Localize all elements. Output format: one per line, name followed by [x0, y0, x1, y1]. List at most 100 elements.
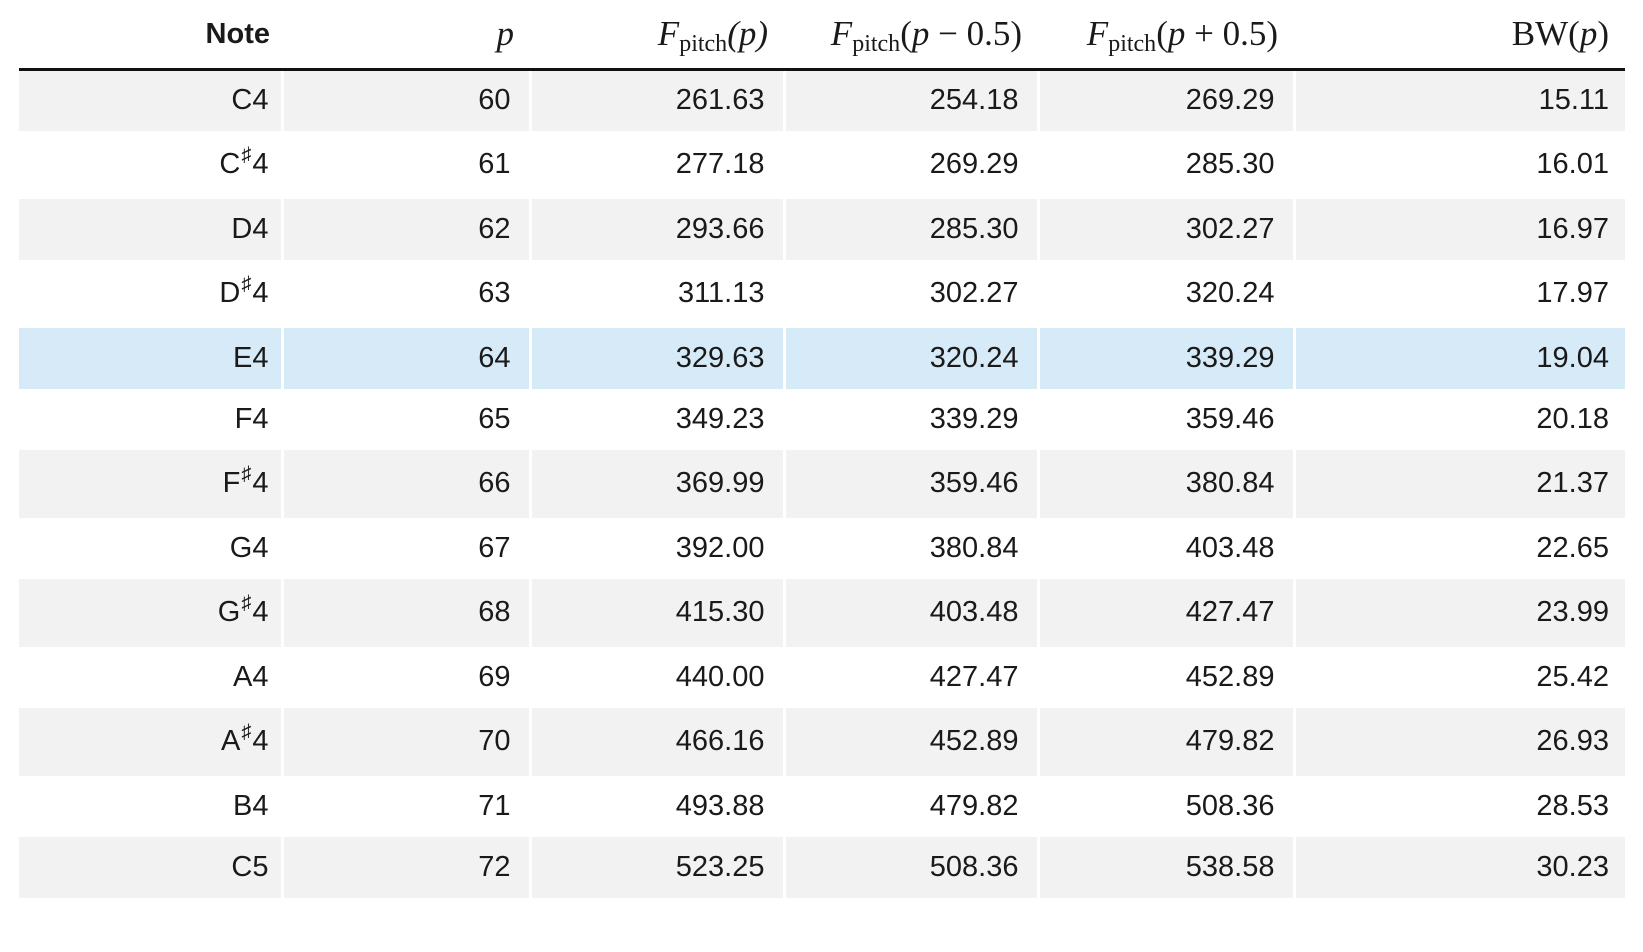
- cell-p: 65: [280, 388, 530, 450]
- cell-f-pitch-plus: 479.82: [1036, 707, 1294, 776]
- cell-f-pitch-minus: 508.36: [782, 836, 1038, 898]
- cell-p: 63: [280, 259, 530, 328]
- cell-f-pitch-minus: 403.48: [782, 578, 1038, 647]
- table-header: Note p Fpitch(p) Fpitch(p − 0.5) Fpitch(…: [19, 0, 1625, 71]
- cell-f-pitch-plus: 452.89: [1036, 646, 1294, 708]
- sharp-sign: ♯: [241, 463, 252, 485]
- cell-f-pitch: 493.88: [528, 775, 784, 837]
- note-letter: F: [234, 402, 253, 435]
- cell-f-pitch-minus: 479.82: [782, 775, 1038, 837]
- header-f-pitch-p: Fpitch(p): [530, 0, 784, 71]
- table-row: B4 71 493.88 479.82 508.36 28.53: [19, 775, 1625, 837]
- cell-f-pitch: 349.23: [528, 388, 784, 450]
- cell-bandwidth: 21.37: [1292, 449, 1625, 518]
- cell-bandwidth: 19.04: [1292, 327, 1625, 389]
- cell-bandwidth: 16.01: [1292, 130, 1625, 199]
- cell-f-pitch-plus: 359.46: [1036, 388, 1294, 450]
- cell-f-pitch: 466.16: [528, 707, 784, 776]
- note-octave: 4: [252, 84, 269, 117]
- note-letter: A: [233, 660, 253, 693]
- cell-p: 72: [280, 836, 530, 898]
- header-bandwidth: BW(p): [1294, 0, 1625, 71]
- cell-p: 67: [280, 517, 530, 579]
- sharp-sign: ♯: [241, 721, 252, 743]
- cell-p: 70: [280, 707, 530, 776]
- cell-f-pitch-plus: 339.29: [1036, 327, 1294, 389]
- note-octave: 4: [252, 277, 269, 309]
- cell-f-pitch-minus: 427.47: [782, 646, 1038, 708]
- note-octave: 4: [252, 467, 269, 499]
- note-letter: C: [231, 84, 253, 117]
- header-note: Note: [19, 0, 282, 71]
- table-row: D♯4 63 311.13 302.27 320.24 17.97: [19, 259, 1625, 328]
- pitch-frequency-table-container: Note p Fpitch(p) Fpitch(p − 0.5) Fpitch(…: [19, 0, 1625, 898]
- note-octave: 4: [252, 789, 269, 822]
- cell-p: 60: [280, 69, 530, 131]
- note-letter: E: [233, 341, 253, 374]
- sharp-sign: ♯: [241, 592, 252, 614]
- cell-f-pitch: 415.30: [528, 578, 784, 647]
- cell-f-pitch-minus: 339.29: [782, 388, 1038, 450]
- cell-bandwidth: 17.97: [1292, 259, 1625, 328]
- table-body: C4 60 261.63 254.18 269.29 15.11 C♯4 61 277.18 26…: [19, 69, 1625, 898]
- table-row: G4 67 392.00 380.84 403.48 22.65: [19, 517, 1625, 579]
- cell-f-pitch-plus: 269.29: [1036, 69, 1294, 131]
- cell-bandwidth: 25.42: [1292, 646, 1625, 708]
- cell-p: 68: [280, 578, 530, 647]
- note-letter: D: [219, 277, 241, 309]
- note-octave: 4: [252, 725, 269, 757]
- table-row: D4 62 293.66 285.30 302.27 16.97: [19, 198, 1625, 260]
- cell-f-pitch-minus: 320.24: [782, 327, 1038, 389]
- cell-f-pitch-minus: 452.89: [782, 707, 1038, 776]
- note-octave: 4: [252, 148, 269, 180]
- sharp-sign: ♯: [241, 144, 252, 166]
- cell-f-pitch-minus: 285.30: [782, 198, 1038, 260]
- cell-bandwidth: 22.65: [1292, 517, 1625, 579]
- header-f-pitch-minus: Fpitch(p − 0.5): [784, 0, 1038, 71]
- cell-note: C5: [19, 836, 282, 898]
- cell-f-pitch: 392.00: [528, 517, 784, 579]
- cell-p: 66: [280, 449, 530, 518]
- cell-f-pitch-plus: 427.47: [1036, 578, 1294, 647]
- cell-p: 61: [280, 130, 530, 199]
- cell-p: 62: [280, 198, 530, 260]
- note-letter: D: [231, 212, 253, 245]
- cell-f-pitch-minus: 380.84: [782, 517, 1038, 579]
- cell-f-pitch-minus: 254.18: [782, 69, 1038, 131]
- cell-note: D4: [19, 198, 282, 260]
- cell-f-pitch-plus: 320.24: [1036, 259, 1294, 328]
- cell-f-pitch-plus: 538.58: [1036, 836, 1294, 898]
- cell-note: F♯4: [19, 449, 282, 518]
- cell-note: F4: [19, 389, 282, 450]
- table-row: A♯4 70 466.16 452.89 479.82 26.93: [19, 707, 1625, 776]
- note-letter: F: [222, 467, 241, 499]
- table-row: C4 60 261.63 254.18 269.29 15.11: [19, 69, 1625, 131]
- note-letter: B: [233, 789, 253, 822]
- cell-note: G4: [19, 518, 282, 579]
- pitch-frequency-table: Note p Fpitch(p) Fpitch(p − 0.5) Fpitch(…: [19, 0, 1625, 898]
- cell-note: G♯4: [19, 578, 282, 647]
- cell-f-pitch-plus: 380.84: [1036, 449, 1294, 518]
- cell-bandwidth: 28.53: [1292, 775, 1625, 837]
- cell-p: 69: [280, 646, 530, 708]
- note-octave: 4: [252, 212, 269, 245]
- cell-note: B4: [19, 776, 282, 837]
- header-f-pitch-plus: Fpitch(p + 0.5): [1038, 0, 1294, 71]
- table-row: G♯4 68 415.30 403.48 427.47 23.99: [19, 578, 1625, 647]
- header-row: Note p Fpitch(p) Fpitch(p − 0.5) Fpitch(…: [19, 0, 1625, 71]
- cell-p: 71: [280, 775, 530, 837]
- note-octave: 4: [252, 596, 269, 628]
- cell-f-pitch-plus: 508.36: [1036, 775, 1294, 837]
- cell-note: A♯4: [19, 707, 282, 776]
- note-octave: 4: [252, 660, 269, 693]
- cell-note: D♯4: [19, 260, 282, 328]
- table-row: F4 65 349.23 339.29 359.46 20.18: [19, 388, 1625, 450]
- cell-bandwidth: 16.97: [1292, 198, 1625, 260]
- table-row: A4 69 440.00 427.47 452.89 25.42: [19, 646, 1625, 708]
- note-octave: 5: [252, 850, 269, 883]
- cell-f-pitch: 293.66: [528, 198, 784, 260]
- cell-f-pitch-minus: 302.27: [782, 259, 1038, 328]
- cell-note: A4: [19, 647, 282, 708]
- cell-note: C♯4: [19, 131, 282, 199]
- header-p-symbol: p: [496, 14, 515, 53]
